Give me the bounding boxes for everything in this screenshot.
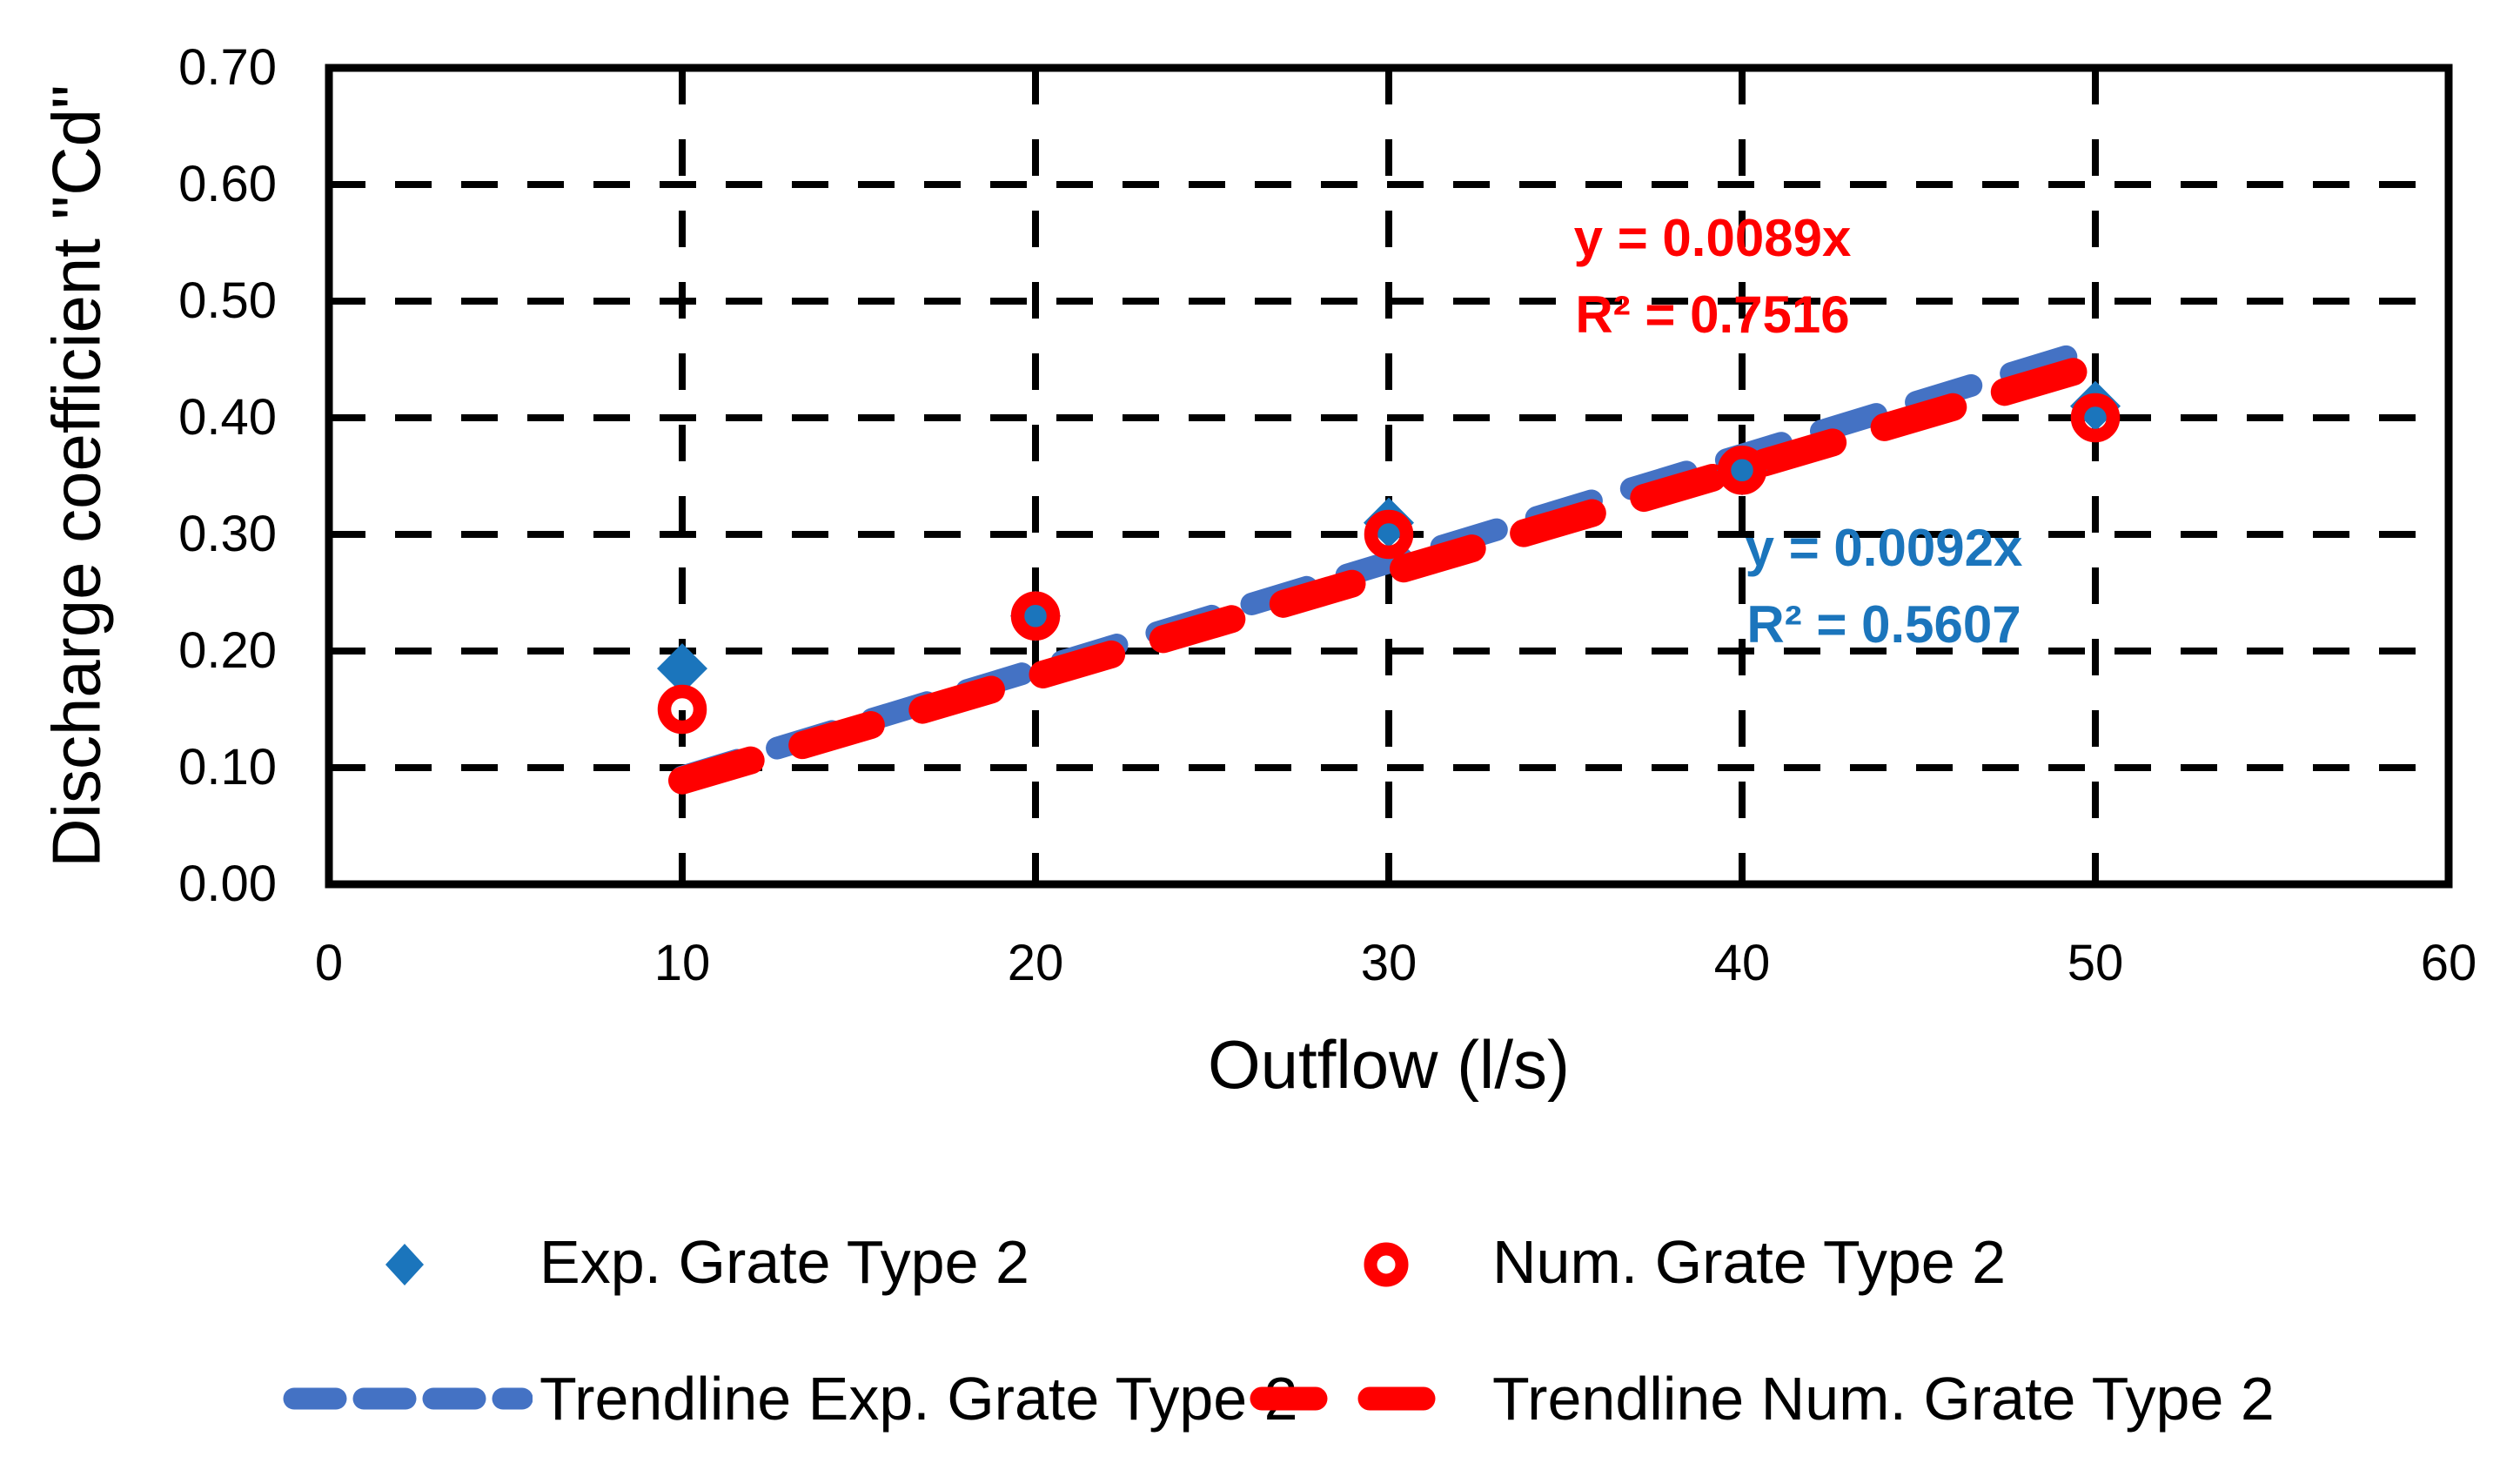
data-point-num-circle bbox=[1364, 509, 1414, 560]
y-tick-label: 0.60 bbox=[178, 156, 277, 212]
equation-text: y = 0.0092x bbox=[1745, 519, 2023, 577]
legend-red-dashed-line-icon bbox=[1250, 1386, 1471, 1411]
x-tick-label: 60 bbox=[2420, 935, 2477, 991]
x-tick-label: 10 bbox=[653, 935, 711, 991]
y-tick-label: 0.00 bbox=[178, 856, 277, 912]
y-tick-label: 0.20 bbox=[178, 622, 277, 679]
trendline-num-equation: y = 0.0089x R² = 0.7516 bbox=[1574, 200, 1852, 353]
data-point-num-circle bbox=[1010, 591, 1061, 641]
y-tick-label: 0.50 bbox=[178, 272, 277, 329]
x-axis-title: Outflow (l/s) bbox=[1207, 1026, 1571, 1103]
y-tick-label: 0.40 bbox=[178, 389, 277, 446]
data-point-num-circle bbox=[657, 684, 707, 735]
legend-circle-marker-icon bbox=[1364, 1242, 1409, 1287]
legend-blue-dashed-line-icon bbox=[283, 1387, 533, 1410]
x-tick-label: 40 bbox=[1713, 935, 1771, 991]
data-point-exp-diamond bbox=[657, 643, 707, 695]
x-tick-label: 20 bbox=[1007, 935, 1064, 991]
legend-label-num: Num. Grate Type 2 bbox=[1492, 1228, 2007, 1296]
legend-diamond-marker-icon bbox=[385, 1244, 424, 1285]
trendline-exp-equation: y = 0.0092x R² = 0.5607 bbox=[1746, 510, 2023, 663]
x-tick-label: 0 bbox=[314, 935, 344, 991]
data-point-num-circle bbox=[2070, 393, 2121, 443]
data-point-num-circle bbox=[1717, 446, 1767, 495]
y-tick-label: 0.70 bbox=[178, 39, 277, 96]
diamond-glyph bbox=[385, 1244, 424, 1285]
r-squared-text: R² = 0.5607 bbox=[1746, 595, 2021, 654]
y-tick-label: 0.30 bbox=[178, 506, 277, 562]
x-tick-label: 50 bbox=[2067, 935, 2124, 991]
legend-label-exp: Exp. Grate Type 2 bbox=[540, 1228, 1029, 1296]
x-tick-label: 30 bbox=[1360, 935, 1418, 991]
equation-text: y = 0.0089x bbox=[1573, 209, 1852, 267]
y-tick-label: 0.10 bbox=[178, 739, 277, 795]
trendline-num bbox=[668, 351, 2109, 795]
legend-label-trendline-num: Trendline Num. Grate Type 2 bbox=[1492, 1365, 2275, 1433]
legend-label-trendline-exp: Trendline Exp. Grate Type 2 bbox=[540, 1365, 1298, 1433]
circle-glyph bbox=[1364, 1242, 1409, 1287]
plot-border bbox=[325, 64, 2453, 889]
r-squared-text: R² = 0.7516 bbox=[1575, 285, 1850, 344]
